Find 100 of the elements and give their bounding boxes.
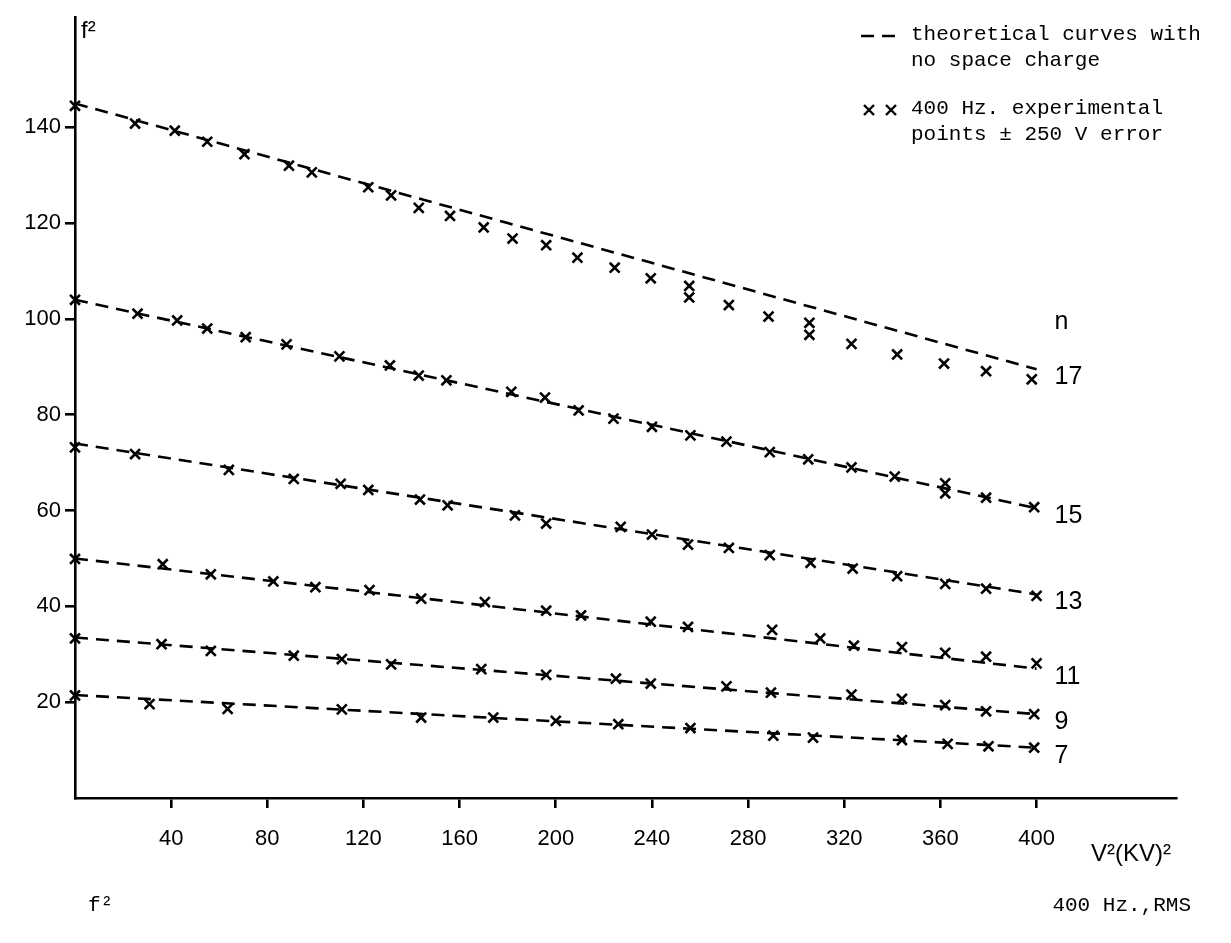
point — [487, 711, 500, 724]
x-tick-label: 200 — [537, 825, 575, 851]
point — [440, 374, 453, 387]
text: 400 Hz.,RMS — [1051, 893, 1192, 917]
annotation: 11 — [1054, 660, 1081, 689]
point — [143, 697, 156, 711]
x-tick-label: 280 — [729, 825, 767, 851]
point — [845, 337, 858, 351]
point — [68, 552, 82, 566]
point — [1027, 500, 1041, 514]
x-tick-label: 160 — [441, 825, 478, 851]
point — [612, 717, 625, 731]
point — [539, 517, 553, 530]
point — [938, 646, 952, 660]
y-tick-label: 100 — [24, 305, 61, 331]
point — [979, 650, 993, 663]
point — [305, 166, 319, 179]
point — [888, 470, 901, 483]
y-tick-label: 60 — [36, 496, 61, 522]
point — [890, 348, 904, 361]
point — [539, 604, 553, 617]
point — [287, 649, 301, 662]
y-tick-label: 140 — [24, 113, 61, 139]
point — [684, 429, 697, 442]
x-tick-label: 400 — [1018, 825, 1055, 851]
point — [204, 568, 218, 581]
point — [267, 575, 280, 588]
point — [508, 509, 522, 522]
point — [131, 307, 144, 320]
annotation: 7 — [1054, 739, 1069, 768]
point — [572, 404, 585, 417]
point — [845, 688, 858, 701]
point — [204, 644, 218, 658]
point — [222, 463, 236, 477]
point — [441, 499, 454, 512]
y-tick-label: 80 — [36, 400, 61, 426]
annotation: 17 — [1054, 361, 1083, 390]
x-tick-label: 360 — [922, 825, 959, 851]
point — [941, 737, 954, 751]
point — [309, 580, 322, 594]
point — [645, 420, 659, 434]
point — [478, 595, 492, 609]
point — [764, 686, 778, 699]
point — [979, 705, 993, 718]
point — [443, 209, 457, 223]
annotation: 13 — [1054, 586, 1083, 615]
point — [384, 189, 398, 202]
point — [979, 491, 993, 504]
point — [128, 447, 142, 461]
point — [68, 293, 82, 307]
point — [574, 609, 588, 622]
x-axis-title: V²(KV)² — [1091, 838, 1171, 866]
point — [68, 441, 82, 454]
point — [890, 569, 904, 583]
point — [720, 680, 733, 693]
point — [979, 582, 993, 595]
point — [538, 391, 552, 404]
point — [722, 298, 736, 312]
x-tick-label: 320 — [825, 825, 863, 851]
point — [895, 692, 909, 706]
point — [806, 731, 820, 744]
point — [608, 261, 621, 274]
point — [937, 357, 951, 370]
point — [333, 350, 346, 363]
point — [979, 364, 993, 378]
point — [982, 740, 995, 753]
point — [539, 668, 553, 682]
point — [363, 583, 376, 597]
point — [846, 562, 859, 575]
text: f² — [87, 893, 115, 917]
point — [221, 702, 234, 716]
point — [200, 322, 214, 335]
point — [238, 147, 251, 161]
x-tick-label: 240 — [633, 825, 671, 851]
point — [645, 528, 659, 541]
point — [383, 359, 397, 372]
point — [549, 714, 563, 728]
point — [335, 703, 349, 716]
point — [1030, 657, 1043, 670]
point — [505, 385, 518, 399]
point — [767, 729, 780, 742]
point — [765, 623, 779, 637]
point — [614, 520, 627, 534]
point — [362, 483, 375, 497]
point — [239, 330, 252, 344]
y-tick-label: 120 — [24, 209, 61, 235]
point — [720, 435, 733, 448]
point — [412, 369, 426, 382]
point — [506, 232, 519, 245]
y-axis-title: f² — [81, 15, 96, 43]
point — [644, 677, 657, 690]
point — [170, 314, 184, 327]
point — [128, 117, 142, 130]
point — [414, 711, 428, 724]
x-tick-label: 40 — [158, 825, 184, 851]
point — [68, 632, 82, 645]
point — [938, 698, 952, 712]
point — [68, 689, 82, 702]
point — [475, 662, 488, 676]
point — [539, 238, 553, 252]
